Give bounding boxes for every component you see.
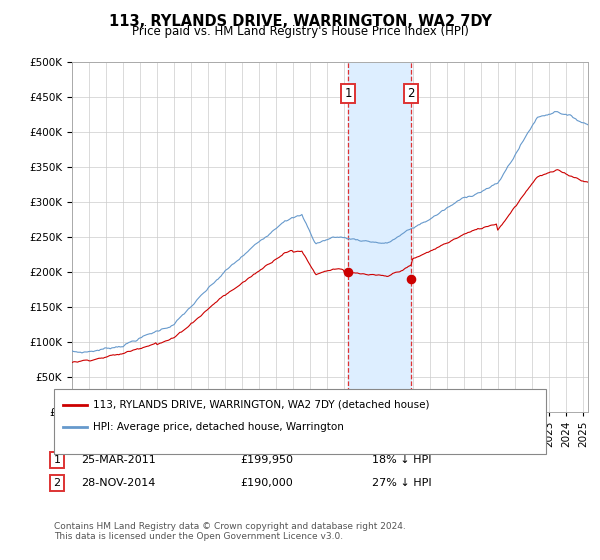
Text: 18% ↓ HPI: 18% ↓ HPI xyxy=(372,455,431,465)
Text: £190,000: £190,000 xyxy=(240,478,293,488)
Text: Contains HM Land Registry data © Crown copyright and database right 2024.
This d: Contains HM Land Registry data © Crown c… xyxy=(54,522,406,542)
Point xyxy=(406,274,416,283)
Text: 113, RYLANDS DRIVE, WARRINGTON, WA2 7DY: 113, RYLANDS DRIVE, WARRINGTON, WA2 7DY xyxy=(109,14,491,29)
Text: 1: 1 xyxy=(53,455,61,465)
Text: 2: 2 xyxy=(53,478,61,488)
Text: 27% ↓ HPI: 27% ↓ HPI xyxy=(372,478,431,488)
Text: Price paid vs. HM Land Registry's House Price Index (HPI): Price paid vs. HM Land Registry's House … xyxy=(131,25,469,38)
Text: 2: 2 xyxy=(407,87,415,100)
Text: £199,950: £199,950 xyxy=(240,455,293,465)
Text: 28-NOV-2014: 28-NOV-2014 xyxy=(81,478,155,488)
Point xyxy=(343,267,353,276)
Text: HPI: Average price, detached house, Warrington: HPI: Average price, detached house, Warr… xyxy=(93,422,344,432)
Text: 1: 1 xyxy=(344,87,352,100)
Text: 25-MAR-2011: 25-MAR-2011 xyxy=(81,455,156,465)
Bar xyxy=(348,62,411,412)
Text: 113, RYLANDS DRIVE, WARRINGTON, WA2 7DY (detached house): 113, RYLANDS DRIVE, WARRINGTON, WA2 7DY … xyxy=(93,400,430,410)
